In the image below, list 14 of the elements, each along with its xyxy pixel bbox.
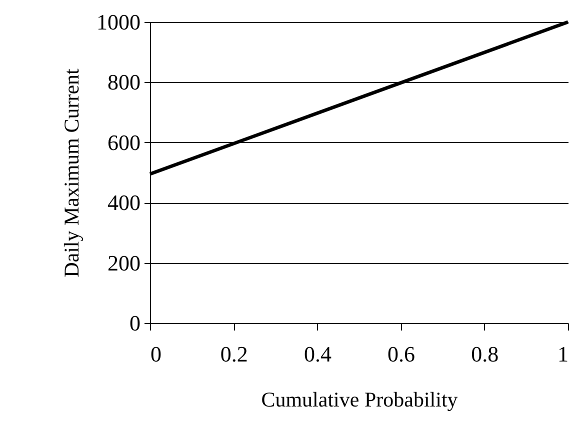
y-tick-label: 400 xyxy=(108,190,140,216)
x-tick-label: 0.6 xyxy=(388,342,416,366)
x-tick-label: 1 xyxy=(558,342,568,366)
y-tick-label: 1000 xyxy=(96,10,140,34)
y-tick-label: 600 xyxy=(108,130,140,155)
x-tick-label: 0.8 xyxy=(471,342,499,366)
x-tick-label: 0 xyxy=(150,342,162,366)
y-tick-label: 200 xyxy=(108,250,140,276)
y-tick-label: 0 xyxy=(130,310,140,336)
y-axis-title: Daily Maximum Current xyxy=(60,68,84,278)
x-tick-label: 0.4 xyxy=(304,342,332,366)
x-axis-title: Cumulative Probability xyxy=(261,388,458,412)
y-tick-label: 800 xyxy=(108,70,140,95)
x-tick-label: 0.2 xyxy=(220,342,248,366)
